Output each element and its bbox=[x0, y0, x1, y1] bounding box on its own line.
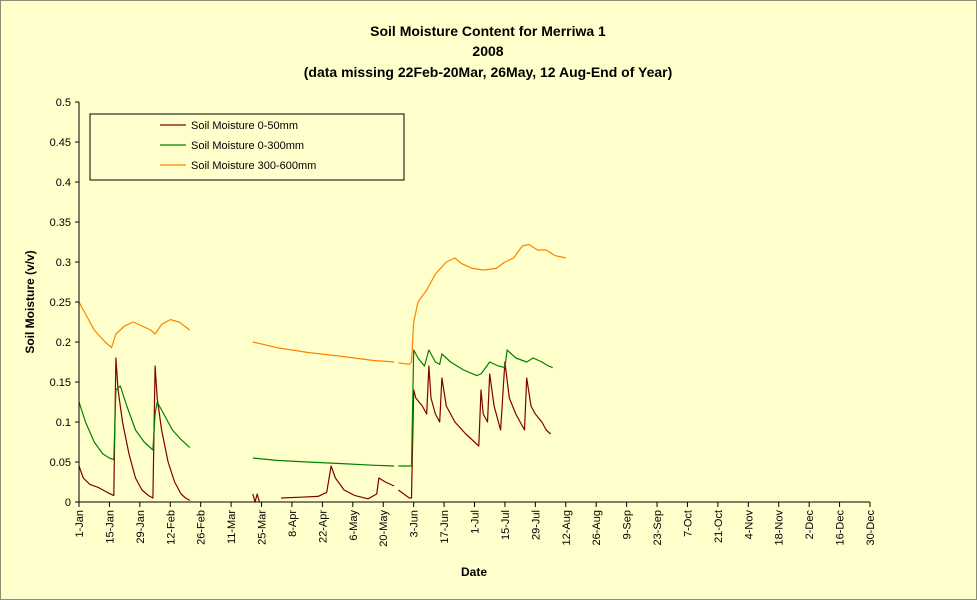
x-tick-label: 20-May bbox=[378, 510, 390, 547]
legend-label-2: Soil Moisture 0-300mm bbox=[191, 140, 304, 152]
x-tick-label: 15-Jan bbox=[104, 510, 116, 544]
series-3-segment-1 bbox=[78, 301, 191, 349]
x-tick-label: 7-Oct bbox=[682, 510, 694, 537]
x-tick-label: 26-Feb bbox=[196, 510, 208, 545]
series-2 bbox=[78, 349, 553, 467]
series-2-segment-3 bbox=[398, 349, 553, 467]
x-tick-label: 2-Dec bbox=[804, 510, 816, 540]
y-tick-label: 0 bbox=[65, 497, 71, 509]
legend: Soil Moisture 0-50mm Soil Moisture 0-300m… bbox=[89, 113, 405, 181]
chart-title-line-2: 2008 bbox=[472, 43, 503, 59]
series-1-segment-1 bbox=[78, 357, 191, 501]
y-tick-label: 0.2 bbox=[56, 337, 71, 349]
y-axis-title: Soil Moisture (v/v) bbox=[23, 250, 37, 353]
x-tick-label: 3-Jun bbox=[409, 510, 421, 538]
legend-label-3: Soil Moisture 300-600mm bbox=[191, 160, 316, 172]
x-tick-label: 21-Oct bbox=[713, 510, 725, 543]
y-tick-label: 0.4 bbox=[56, 177, 71, 189]
y-tick-label: 0.35 bbox=[50, 217, 71, 229]
x-tick-label: 23-Sep bbox=[652, 510, 664, 545]
x-tick-label: 12-Feb bbox=[165, 510, 177, 545]
x-tick-label: 15-Jul bbox=[500, 510, 512, 540]
legend-label-1: Soil Moisture 0-50mm bbox=[191, 120, 298, 132]
y-tick-label: 0.15 bbox=[50, 377, 71, 389]
series-1-segment-2 bbox=[252, 493, 260, 503]
y-tick-label: 0.5 bbox=[56, 97, 71, 109]
x-tick-label: 22-Apr bbox=[317, 510, 329, 543]
y-tick-label: 0.3 bbox=[56, 257, 71, 269]
x-tick-label: 29-Jan bbox=[135, 510, 147, 544]
x-tick-label: 12-Aug bbox=[561, 510, 573, 545]
x-tick-label: 1-Jul bbox=[470, 510, 482, 534]
series-1 bbox=[78, 357, 552, 503]
x-tick-label: 18-Nov bbox=[774, 510, 786, 546]
y-tick-label: 0.1 bbox=[56, 417, 71, 429]
x-tick-label: 11-Mar bbox=[226, 510, 238, 544]
x-tick-label: 30-Dec bbox=[865, 510, 877, 546]
axes: 0 0.05 0.1 0.15 0.2 0.25 0.3 0.35 0.4 0.45 0.5 1-Ja… bbox=[50, 97, 877, 547]
y-tick-label: 0.45 bbox=[50, 137, 71, 149]
legend-box bbox=[89, 113, 405, 181]
series-2-segment-1 bbox=[78, 385, 191, 461]
series-3-segment-3 bbox=[398, 243, 566, 365]
x-tick-label: 1-Jan bbox=[74, 510, 86, 538]
x-tick-label: 16-Dec bbox=[835, 510, 847, 546]
y-tick-label: 0.25 bbox=[50, 297, 71, 309]
series-1-segment-3 bbox=[281, 465, 395, 500]
series-1-segment-4 bbox=[398, 361, 552, 499]
x-tick-label: 8-Apr bbox=[287, 510, 299, 537]
x-tick-label: 9-Sep bbox=[622, 510, 634, 539]
x-tick-label: 29-Jul bbox=[530, 510, 542, 540]
x-tick-label: 26-Aug bbox=[591, 510, 603, 545]
y-tick-label: 0.05 bbox=[50, 457, 71, 469]
x-tick-label: 25-Mar bbox=[257, 510, 269, 545]
x-tick-label: 17-Jun bbox=[439, 510, 451, 544]
series-layer bbox=[78, 243, 566, 503]
series-2-segment-2 bbox=[252, 457, 395, 467]
x-tick-label: 4-Nov bbox=[743, 510, 755, 540]
chart-title-line-1: Soil Moisture Content for Merriwa 1 bbox=[370, 23, 606, 39]
series-3-segment-2 bbox=[252, 341, 395, 363]
x-tick-label: 6-May bbox=[348, 510, 360, 541]
x-axis-title: Date bbox=[461, 565, 487, 579]
series-3 bbox=[78, 243, 566, 365]
chart-title-line-3: (data missing 22Feb-20Mar, 26May, 12 Aug… bbox=[304, 64, 673, 80]
